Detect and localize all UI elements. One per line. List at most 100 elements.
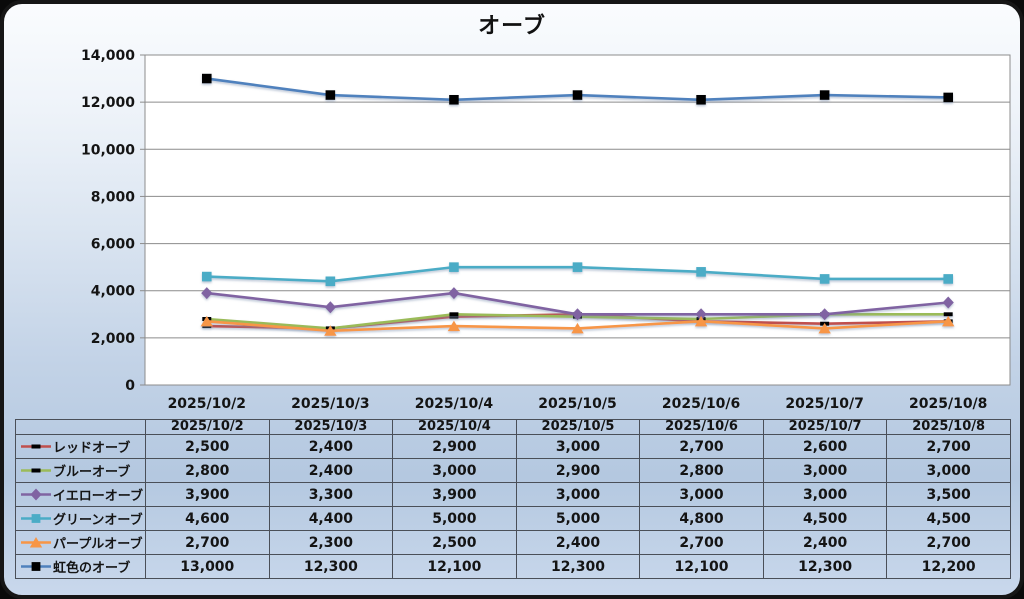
table-value-cell: 2,500 [392, 530, 517, 555]
table-value-cell: 2,700 [886, 434, 1011, 459]
series-marker [201, 73, 212, 84]
series-marker [31, 562, 41, 571]
table-value-cell: 3,900 [392, 482, 517, 507]
series-marker [818, 322, 831, 334]
series-legend-icon [21, 537, 51, 548]
table-value-cell: 2,700 [886, 530, 1011, 555]
series-name: ブルーオーブ [53, 465, 131, 480]
table-value-cell: 2,400 [268, 458, 394, 483]
table-corner-cell [15, 419, 146, 435]
series-marker [449, 262, 459, 272]
x-axis-label: 2025/10/8 [909, 396, 987, 412]
series-marker [572, 262, 583, 272]
table-value-cell: 2,500 [145, 434, 270, 459]
table-value-cell: 5,000 [392, 506, 517, 531]
series-marker [942, 315, 955, 327]
table-value-cell: 12,100 [639, 554, 764, 579]
y-axis-tick-label: 12,000 [81, 95, 135, 111]
table-header-date: 2025/10/7 [762, 419, 888, 435]
series-4 [200, 315, 955, 336]
series-marker [572, 90, 583, 100]
table-value-cell: 12,100 [392, 554, 517, 579]
table-value-cell: 12,300 [515, 554, 641, 579]
series-marker [696, 94, 706, 105]
x-axis-label: 2025/10/7 [785, 396, 863, 412]
table-value-cell: 3,300 [268, 482, 394, 507]
table-value-cell: 3,000 [886, 458, 1011, 483]
series-marker [571, 308, 584, 321]
legend-cell: イエローオーブ [15, 482, 146, 507]
table-value-cell: 3,000 [762, 458, 888, 483]
table-row: 虹色のオーブ 13,000 12,300 12,100 12,300 12,100 12,3… [15, 554, 1011, 579]
data-table: 2025/10/2 2025/10/3 2025/10/4 2025/10/5 2025… [15, 419, 1011, 579]
series-marker [200, 315, 213, 327]
series-marker [696, 267, 706, 277]
table-header-row: 2025/10/2 2025/10/3 2025/10/4 2025/10/5 2025… [15, 419, 1011, 435]
table-value-cell: 2,900 [392, 434, 517, 459]
table-value-cell: 4,500 [762, 506, 888, 531]
series-marker [31, 514, 41, 523]
table-header-date: 2025/10/5 [515, 419, 641, 435]
series-2 [201, 287, 954, 321]
table-header-date: 2025/10/2 [145, 419, 270, 435]
y-axis-tick-label: 4,000 [91, 284, 136, 300]
x-axis-label: 2025/10/6 [662, 396, 740, 412]
series-marker [449, 312, 459, 317]
x-axis-label: 2025/10/2 [168, 396, 246, 412]
series-marker [30, 488, 42, 501]
table-value-cell: 2,400 [268, 434, 394, 459]
table-value-cell: 2,700 [639, 530, 764, 555]
y-axis-tick-label: 6,000 [91, 237, 136, 253]
y-axis-tick-label: 10,000 [81, 142, 135, 158]
table-value-cell: 2,700 [145, 530, 270, 555]
table-value-cell: 4,400 [268, 506, 394, 531]
table-header-date: 2025/10/4 [392, 419, 517, 435]
table-value-cell: 4,800 [639, 506, 764, 531]
legend-key: イエローオーブ [18, 485, 143, 504]
legend-key: ブルーオーブ [18, 461, 143, 480]
series-marker [31, 468, 41, 473]
table-value-cell: 3,000 [515, 434, 641, 459]
series-legend-icon [21, 562, 51, 571]
legend-key: グリーンオーブ [18, 509, 143, 528]
table-value-cell: 3,900 [145, 482, 270, 507]
series-name: パープルオーブ [53, 537, 143, 552]
table-value-cell: 12,200 [886, 554, 1011, 579]
y-axis-tick-label: 0 [125, 378, 135, 394]
table-value-cell: 2,800 [639, 458, 764, 483]
table-value-cell: 2,900 [515, 458, 641, 483]
table-value-cell: 3,000 [392, 458, 517, 483]
series-marker [819, 308, 831, 321]
series-marker [943, 92, 954, 103]
legend-cell: パープルオーブ [15, 530, 146, 555]
y-axis-tick-label: 2,000 [91, 331, 136, 347]
series-marker [325, 276, 336, 287]
series-marker [819, 274, 830, 284]
series-marker [943, 312, 953, 317]
table-value-cell: 4,600 [145, 506, 270, 531]
series-marker [324, 325, 337, 336]
series-marker [942, 296, 954, 309]
series-legend-icon [21, 444, 51, 449]
table-value-cell: 2,800 [145, 458, 270, 483]
legend-cell: グリーンオーブ [15, 506, 146, 531]
series-marker [449, 94, 459, 105]
table-value-cell: 2,400 [762, 530, 888, 555]
y-axis-tick-label: 8,000 [91, 189, 136, 205]
series-marker [29, 537, 43, 548]
series-marker [943, 274, 954, 284]
legend-key: 虹色のオーブ [18, 557, 143, 576]
chart-title: オーブ [478, 14, 546, 39]
x-axis-label: 2025/10/4 [415, 396, 494, 412]
legend-key: パープルオーブ [18, 533, 143, 552]
series-name: グリーンオーブ [53, 513, 143, 528]
series-marker [819, 90, 830, 100]
plot-area [144, 54, 1011, 386]
table-value-cell: 12,300 [268, 554, 394, 579]
series-legend-icon [21, 468, 51, 473]
series-marker [31, 444, 41, 449]
table-value-cell: 3,000 [639, 482, 764, 507]
table-row: グリーンオーブ 4,600 4,400 5,000 5,000 4,800 4,500 4,5… [15, 506, 1011, 531]
